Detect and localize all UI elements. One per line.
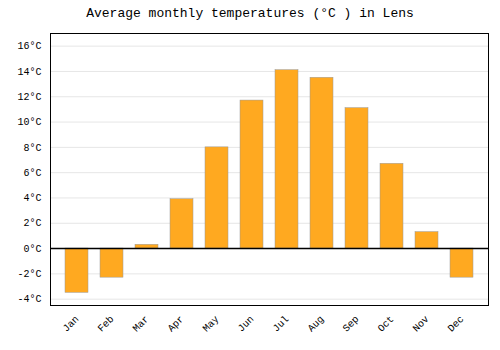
svg-text:Dec: Dec [446, 314, 467, 335]
svg-text:Feb: Feb [96, 314, 117, 335]
svg-text:Aug: Aug [306, 314, 327, 335]
svg-text:0°C: 0°C [23, 244, 41, 255]
svg-text:4°C: 4°C [23, 193, 41, 204]
svg-text:10°C: 10°C [17, 117, 41, 128]
svg-text:Oct: Oct [376, 314, 397, 335]
svg-text:14°C: 14°C [17, 67, 41, 78]
html-text:Average monthly temperatures (: Average monthly temperatures (°C ) in Le… [86, 6, 414, 21]
svg-text:Sep: Sep [341, 314, 362, 335]
svg-text:12°C: 12°C [17, 92, 41, 103]
svg-text:Apr: Apr [166, 314, 187, 335]
svg-text:Nov: Nov [411, 314, 432, 335]
svg-text:Jun: Jun [236, 314, 257, 335]
svg-text:Mar: Mar [131, 314, 152, 335]
svg-text:May: May [201, 314, 222, 335]
svg-text:8°C: 8°C [23, 143, 41, 154]
svg-text:2°C: 2°C [23, 218, 41, 229]
svg-text:Jan: Jan [61, 314, 82, 335]
svg-text:-2°C: -2°C [17, 269, 41, 280]
svg-text:-4°C: -4°C [17, 294, 41, 305]
svg-text:16°C: 16°C [17, 41, 41, 52]
svg-text:6°C: 6°C [23, 168, 41, 179]
svg-text:Jul: Jul [271, 314, 292, 335]
